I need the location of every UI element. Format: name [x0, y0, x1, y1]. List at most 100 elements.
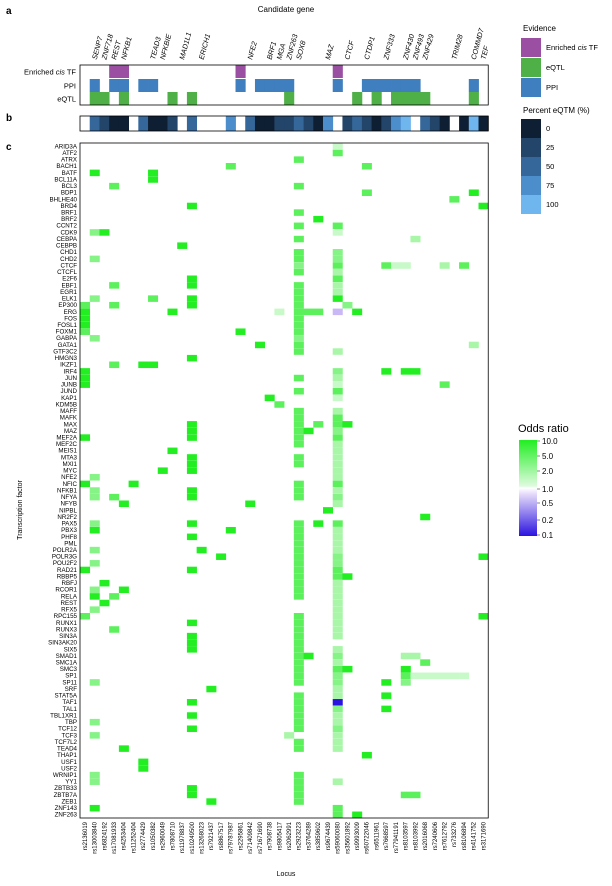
heatmap-cell [293, 493, 304, 501]
locus-label: rs9993009 [355, 821, 361, 850]
locus-label: rs71671690 [258, 821, 264, 853]
heatmap-cell [293, 672, 304, 680]
heatmap-cell [332, 255, 343, 263]
heatmap-cell [323, 507, 334, 514]
heatmap-cell [332, 295, 343, 302]
heatmap-cell [332, 348, 343, 355]
locus-label: rs2960049 [161, 821, 167, 850]
heatmap-cell [332, 546, 343, 554]
heatmap-cell [332, 149, 343, 157]
tf-label: NFE2 [61, 474, 77, 481]
top-axis-title: Candidate gene [258, 5, 315, 14]
heatmap-cell [478, 202, 489, 210]
heatmap-cell [293, 712, 304, 719]
heatmap-cell [186, 699, 197, 706]
eqtm-legend-label: 0 [546, 124, 550, 133]
evidence-cell [410, 79, 421, 92]
tf-label: MYC [63, 468, 77, 475]
tf-label: TCF7L2 [55, 739, 78, 746]
heatmap-cell [400, 665, 411, 673]
tf-label: CHD2 [60, 256, 77, 263]
heatmap-cell [332, 619, 343, 627]
evidence-cell [254, 79, 266, 92]
gene-label: CTCF [343, 39, 357, 60]
eqtm-cell [186, 116, 198, 131]
heatmap-cell [80, 613, 91, 620]
heatmap-cell [293, 738, 304, 746]
heatmap-cell [186, 487, 197, 494]
tf-label: RUNX3 [56, 626, 78, 633]
heatmap-cell [293, 182, 304, 190]
heatmap-cell [80, 374, 91, 382]
heatmap-cell [245, 500, 256, 508]
heatmap-cell [293, 249, 304, 256]
locus-label: rs13003840 [93, 821, 99, 853]
evidence-cell [235, 79, 246, 92]
heatmap-cell [225, 526, 236, 534]
heatmap-cell [293, 374, 304, 382]
heatmap-cell [254, 341, 265, 349]
evidence-cell [138, 79, 149, 92]
evidence-cell [109, 65, 120, 78]
eqtm-legend-swatch [521, 176, 541, 195]
locus-label: rs11252404 [131, 821, 137, 853]
heatmap-cell [89, 679, 100, 686]
gene-label: TEF [479, 44, 491, 60]
heatmap-cell [89, 560, 100, 567]
tf-label: RBFJ [62, 580, 77, 587]
tf-label: CDK9 [60, 229, 77, 236]
heatmap-cell [167, 308, 178, 316]
heatmap-cell [293, 665, 304, 673]
eqtm-legend-label: 75 [546, 181, 554, 190]
heatmap-cell [332, 606, 343, 613]
tf-label: SMAD1 [56, 653, 78, 660]
heatmap-cell [352, 308, 363, 316]
tf-label: TBP [65, 719, 77, 726]
eqtm-cell [138, 116, 149, 131]
heatmap-cell [381, 679, 392, 686]
heatmap-cell [332, 566, 343, 574]
heatmap-cell [293, 434, 304, 441]
heatmap-cell [293, 632, 304, 640]
heatmap-cell [80, 381, 91, 388]
evidence-cell [264, 79, 275, 92]
heatmap-cell [293, 288, 304, 296]
gene-label: MAD1L1 [177, 31, 193, 60]
heatmap-cell [332, 778, 343, 785]
heatmap-cell [361, 189, 372, 196]
heatmap-cell [148, 169, 159, 177]
eqtm-cell [148, 116, 159, 131]
heatmap-cell [186, 785, 197, 792]
gene-label: ERICH1 [197, 33, 213, 61]
heatmap-cell [89, 606, 100, 613]
heatmap-cell [99, 229, 110, 236]
heatmap-cell [148, 176, 159, 183]
heatmap-cell [361, 163, 372, 170]
heatmap-cell [186, 646, 197, 653]
evidence-row-label-part: TF [65, 68, 77, 77]
heatmap-cell [235, 328, 246, 335]
eqtm-cell [468, 116, 479, 131]
heatmap-cell [186, 520, 197, 527]
heatmap-cell [293, 579, 304, 587]
heatmap-cell [478, 553, 489, 560]
heatmap-cell [332, 388, 343, 395]
heatmap-cell [225, 163, 236, 170]
heatmap-cell [186, 493, 197, 501]
heatmap-cell [332, 394, 343, 402]
heatmap-cell [186, 275, 197, 283]
heatmap-cell [332, 573, 343, 580]
tf-label: KAP1 [61, 395, 77, 402]
heatmap-cell [332, 579, 343, 587]
heatmap-cell [332, 143, 343, 150]
locus-label: rs4141752 [472, 821, 478, 850]
tf-label: TAF1 [62, 699, 77, 706]
heatmap-cell [332, 427, 343, 435]
heatmap-cell [332, 725, 343, 733]
heatmap-cell [410, 791, 421, 799]
tf-label: BHLHE40 [49, 196, 77, 203]
heatmap-cell [410, 672, 421, 680]
tf-label: GTF3C2 [53, 348, 77, 355]
heatmap-cell [332, 440, 343, 448]
evidence-legend-swatch [521, 38, 541, 57]
